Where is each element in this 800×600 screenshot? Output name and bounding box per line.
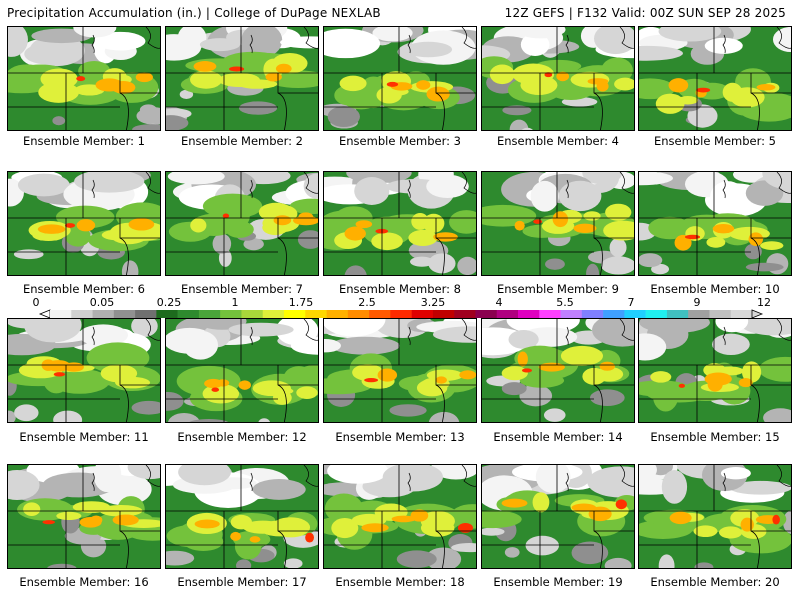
colorbar-tick-label: 0.05 <box>90 296 115 309</box>
colorbar-tick-label: 4 <box>496 296 503 309</box>
colorbar-swatch <box>432 310 455 318</box>
colorbar-swatch <box>539 310 561 318</box>
member-label: Ensemble Member: 12 <box>177 430 307 444</box>
colorbar-swatch <box>347 310 370 318</box>
member-map-panel <box>481 26 635 131</box>
member-label: Ensemble Member: 14 <box>493 430 623 444</box>
member-map-panel <box>7 464 161 569</box>
colorbar-swatch <box>454 310 476 318</box>
member-map-panel <box>165 26 319 131</box>
colorbar-tick-label: 12 <box>757 296 771 309</box>
colorbar-tick-label: 7 <box>628 296 635 309</box>
colorbar-swatch <box>603 310 625 318</box>
colorbar-swatch <box>220 310 242 318</box>
colorbar-tick-label: 0.25 <box>157 296 182 309</box>
colorbar-max-arrow <box>751 309 764 319</box>
colorbar-swatch <box>135 310 157 318</box>
member-label: Ensemble Member: 11 <box>19 430 149 444</box>
member-label: Ensemble Member: 3 <box>339 134 461 148</box>
colorbar-swatch <box>284 310 306 318</box>
colorbar-swatch <box>645 310 668 318</box>
member-map-panel <box>323 318 477 423</box>
colorbar-swatch <box>411 310 434 318</box>
member-label: Ensemble Member: 8 <box>339 282 461 296</box>
colorbar-swatch <box>71 310 93 318</box>
colorbar-swatch <box>113 310 136 318</box>
colorbar-swatch <box>581 310 604 318</box>
member-label: Ensemble Member: 15 <box>650 430 780 444</box>
member-map-panel <box>481 318 635 423</box>
colorbar-swatch <box>518 310 540 318</box>
colorbar-swatch <box>50 310 72 318</box>
colorbar-swatch <box>709 310 732 318</box>
member-label: Ensemble Member: 7 <box>181 282 303 296</box>
member-map-panel <box>323 171 477 276</box>
member-map-panel <box>165 171 319 276</box>
member-label: Ensemble Member: 1 <box>23 134 145 148</box>
colorbar-swatch <box>241 310 264 318</box>
colorbar-swatch <box>666 310 689 318</box>
colorbar-swatch <box>390 310 412 318</box>
colorbar-swatch <box>326 310 349 318</box>
colorbar-swatch <box>305 310 327 318</box>
colorbar-tick-label: 2.5 <box>358 296 376 309</box>
member-label: Ensemble Member: 20 <box>650 575 780 589</box>
member-map-panel <box>7 318 161 423</box>
colorbar-swatch <box>369 310 391 318</box>
member-map-panel <box>7 26 161 131</box>
member-map-panel <box>7 171 161 276</box>
colorbar-swatch <box>475 310 498 318</box>
colorbar-swatch <box>730 310 753 318</box>
colorbar-swatch <box>198 310 221 318</box>
member-map-panel <box>323 464 477 569</box>
member-label: Ensemble Member: 6 <box>23 282 145 296</box>
color-scale-bar: 0 0.05 0.25 1 1.75 2.5 3.25 4 5.5 7 9 12 <box>33 296 771 319</box>
member-label: Ensemble Member: 4 <box>497 134 619 148</box>
member-label: Ensemble Member: 9 <box>497 282 619 296</box>
colorbar-swatch <box>156 310 178 318</box>
member-map-panel <box>638 26 792 131</box>
model-run-label: 12Z GEFS | F132 Valid: 00Z SUN SEP 28 20… <box>504 6 786 20</box>
member-label: Ensemble Member: 5 <box>654 134 776 148</box>
member-label: Ensemble Member: 18 <box>335 575 465 589</box>
member-map-panel <box>481 171 635 276</box>
colorbar-swatch <box>92 310 115 318</box>
member-label: Ensemble Member: 19 <box>493 575 623 589</box>
colorbar-swatch <box>624 310 646 318</box>
member-map-panel <box>481 464 635 569</box>
map-title: Precipitation Accumulation (in.) | Colle… <box>7 6 381 20</box>
colorbar-swatch <box>688 310 710 318</box>
member-label: Ensemble Member: 16 <box>19 575 149 589</box>
colorbar-tick-label: 0 <box>33 296 40 309</box>
member-label: Ensemble Member: 17 <box>177 575 307 589</box>
colorbar-tick-label: 5.5 <box>556 296 574 309</box>
colorbar-min-arrow <box>38 309 51 319</box>
member-label: Ensemble Member: 10 <box>650 282 780 296</box>
colorbar-tick-label: 1 <box>232 296 239 309</box>
member-label: Ensemble Member: 2 <box>181 134 303 148</box>
colorbar-swatch <box>560 310 583 318</box>
member-map-panel <box>638 464 792 569</box>
member-label: Ensemble Member: 13 <box>335 430 465 444</box>
colorbar-tick-label: 1.75 <box>289 296 314 309</box>
colorbar-swatch <box>262 310 285 318</box>
colorbar-swatch <box>496 310 519 318</box>
member-map-panel <box>638 318 792 423</box>
colorbar-tick-label: 3.25 <box>421 296 446 309</box>
member-map-panel <box>638 171 792 276</box>
colorbar-tick-label: 9 <box>694 296 701 309</box>
member-map-panel <box>323 26 477 131</box>
member-map-panel <box>165 464 319 569</box>
colorbar-swatch <box>177 310 200 318</box>
member-map-panel <box>165 318 319 423</box>
